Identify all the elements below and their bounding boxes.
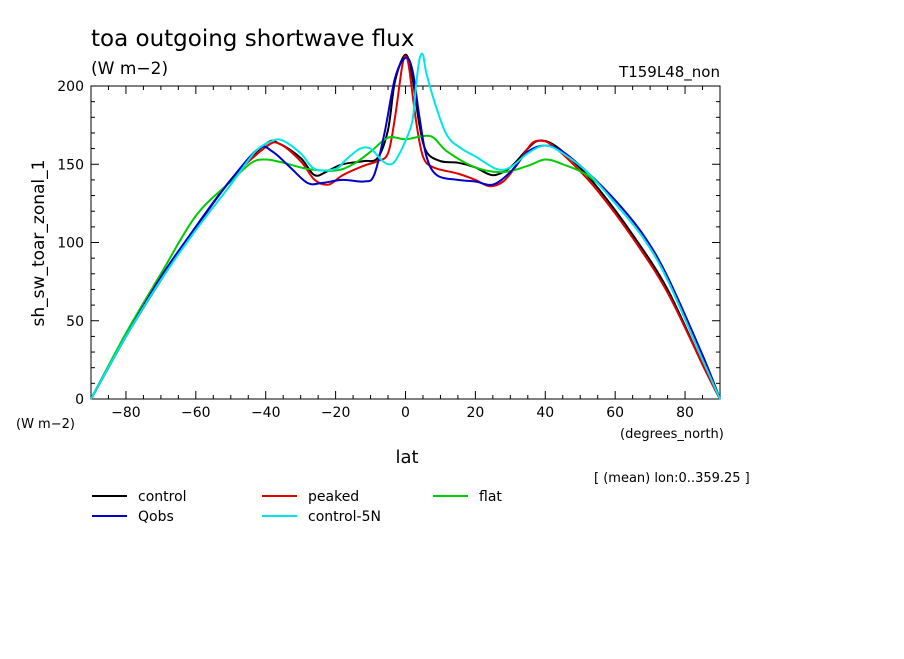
series-line-control-5n [90,52,721,400]
y-tick-label: 100 [57,236,84,252]
x-tick-labels: −80 −60 −40 −20 0 20 40 60 80 [111,405,694,421]
x-tick-label: −80 [111,405,141,421]
series-line-peaked [90,55,721,400]
legend-label-flat: flat [479,489,502,505]
x-axis-units: (degrees_north) [620,427,724,442]
experiment-label: T159L48_non [618,63,720,82]
y-axis-units: (W m−2) [16,417,75,432]
legend: control peaked flat Qobs control-5N [92,489,502,525]
y-tick-label: 0 [75,392,84,408]
y-tick-label: 200 [57,79,84,95]
y-tick-labels: 0 50 100 150 200 [57,79,84,408]
x-axis-label: lat [395,447,418,468]
y-axis-label: sh_sw_toar_zonal_1 [29,160,49,327]
x-tick-label: 80 [676,405,694,421]
x-tick-label: 40 [536,405,554,421]
x-tick-label: −20 [321,405,351,421]
legend-label-control: control [138,489,187,505]
legend-label-control-5n: control-5N [308,509,381,525]
y-tick-label: 50 [66,314,84,330]
axis-ticks [90,85,721,400]
legend-label-qobs: Qobs [138,509,174,525]
x-tick-label: −60 [181,405,211,421]
x-tick-label: 0 [401,405,410,421]
x-tick-label: −40 [251,405,281,421]
x-tick-label: 60 [606,405,624,421]
series-line-flat [90,134,721,400]
chart-subtitle-units: (W m−2) [91,59,168,79]
chart-title: toa outgoing shortwave flux [91,26,414,52]
footnote-mean: [ (mean) lon:0..359.25 ] [594,471,750,486]
legend-label-peaked: peaked [308,489,359,505]
series-lines [90,52,721,400]
x-tick-label: 20 [466,405,484,421]
y-tick-label: 150 [57,157,84,173]
